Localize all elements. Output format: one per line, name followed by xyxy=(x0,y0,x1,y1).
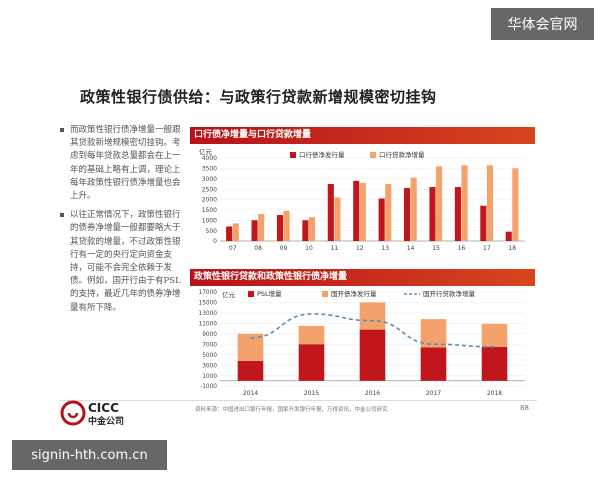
x-tick-label: 09 xyxy=(280,245,288,252)
x-tick-label: 14 xyxy=(407,245,415,252)
bar-bond xyxy=(302,220,309,241)
x-tick-label: 2015 xyxy=(304,390,319,397)
x-tick-label: 18 xyxy=(508,245,516,252)
legend-label: 国开行贷款净增量 xyxy=(423,289,476,298)
bar-bond xyxy=(404,188,411,241)
y-tick-label: 3500 xyxy=(202,166,217,173)
bar-loan xyxy=(258,214,265,241)
bar-bond xyxy=(226,226,233,241)
bar-bond xyxy=(353,180,360,241)
y-tick-label: 15000 xyxy=(199,301,218,307)
chart1-title: 口行债净增量与口行贷款增量 xyxy=(190,127,535,144)
y-tick-label: 500 xyxy=(206,228,218,235)
y-tick-label: 3000 xyxy=(202,363,217,369)
x-tick-label: 2016 xyxy=(365,390,380,397)
bar-cdb-bond xyxy=(420,319,447,348)
y-tick-label: 9000 xyxy=(202,332,217,338)
bar-loan xyxy=(461,165,468,241)
source-note: 资料来源：中国进出口银行年报，国家开发银行年报，万得资讯，中金公司研究 xyxy=(195,407,388,413)
x-tick-label: 07 xyxy=(229,245,237,252)
bar-loan xyxy=(308,217,316,241)
bar-psl xyxy=(359,329,386,381)
legend-swatch xyxy=(248,291,254,297)
bullet-list: 而政策性银行债净增量一般跟其贷款新增规模密切挂钩。考虑到每年贷款总量都会在上一年… xyxy=(60,124,182,321)
page-number: 88 xyxy=(520,404,529,412)
y-tick-label: 0 xyxy=(213,238,217,245)
x-tick-label: 11 xyxy=(331,245,339,252)
bar-bond xyxy=(429,187,436,241)
y-tick-label: 2000 xyxy=(202,197,217,204)
legend-label: 口行贷款净增量 xyxy=(379,150,425,159)
y-axis-unit: 亿元 xyxy=(222,290,236,299)
footer-divider xyxy=(60,400,537,401)
bar-psl xyxy=(237,360,264,381)
slide-title: 政策性银行债供给：与政策行贷款新增规模密切挂钩 xyxy=(80,88,437,106)
watermark-bottom: signin-hth.com.cn xyxy=(12,440,167,470)
y-tick-label: 1000 xyxy=(202,217,217,224)
bar-psl xyxy=(481,346,508,381)
bar-bond xyxy=(480,205,487,241)
bar-loan xyxy=(410,177,417,241)
logo-text-en: CICC xyxy=(88,401,119,415)
cicc-logo-icon xyxy=(60,400,86,426)
y-tick-label: 1000 xyxy=(202,374,217,380)
bar-loan xyxy=(486,165,493,241)
bar-cdb-bond xyxy=(359,302,386,330)
bar-cdb-bond xyxy=(481,323,508,347)
y-tick-label: 11000 xyxy=(199,322,218,328)
bar-bond xyxy=(505,231,512,241)
legend-swatch xyxy=(322,291,328,297)
legend-swatch xyxy=(290,152,296,158)
y-tick-label: 7000 xyxy=(202,342,217,348)
line-cdb-loan xyxy=(250,313,495,348)
x-tick-label: 10 xyxy=(305,245,313,252)
legend-swatch xyxy=(370,152,376,158)
x-tick-label: 08 xyxy=(254,245,262,252)
chart2-svg: 亿元 -1000 1000 3000 5000 7000 9000 11000 13000 150… xyxy=(199,289,525,397)
x-tick-label: 12 xyxy=(356,245,364,252)
watermark-top: 华体会官网 xyxy=(491,8,594,40)
x-tick-label: 13 xyxy=(381,245,389,252)
chart1-svg: 亿元 0 500 1000 1500 2000 2500 3000 3500 4000 07 08 09… xyxy=(199,147,525,252)
y-tick-label: 2500 xyxy=(202,186,217,193)
x-tick-label: 15 xyxy=(432,245,440,252)
bar-bond xyxy=(454,187,461,241)
x-tick-label: 2018 xyxy=(487,390,502,397)
y-tick-label: 1500 xyxy=(202,207,217,214)
y-tick-label: 17000 xyxy=(199,290,218,296)
bullet-item: 而政策性银行债净增量一般跟其贷款新增规模密切挂钩。考虑到每年贷款总量都会在上一年… xyxy=(60,124,182,203)
y-tick-label: 3000 xyxy=(202,176,217,183)
x-tick-label: 17 xyxy=(483,245,491,252)
bar-loan xyxy=(232,223,239,241)
bar-loan xyxy=(359,182,366,241)
x-tick-label: 2014 xyxy=(243,390,258,397)
y-tick-label: 5000 xyxy=(202,353,217,359)
y-tick-label: -1000 xyxy=(200,384,217,390)
bar-loan xyxy=(334,197,341,241)
y-axis-unit: 亿元 xyxy=(199,147,213,156)
bar-bond xyxy=(276,215,284,241)
bar-loan xyxy=(436,166,443,241)
bar-psl xyxy=(420,347,447,381)
y-tick-label: 13000 xyxy=(199,311,218,317)
legend-label: PSL增量 xyxy=(257,289,282,298)
logo-text-cn: 中金公司 xyxy=(88,417,125,427)
bar-bond xyxy=(378,198,385,241)
bar-loan xyxy=(385,183,392,241)
bar-psl xyxy=(298,344,325,381)
y-tick-label: 4000 xyxy=(202,155,217,162)
x-tick-label: 2017 xyxy=(426,390,441,397)
legend-label: 国开债净发行量 xyxy=(331,289,377,298)
bar-loan xyxy=(283,210,290,241)
bar-bond xyxy=(327,183,334,241)
legend-label: 口行债净发行量 xyxy=(299,150,345,159)
bar-bond xyxy=(251,220,258,241)
bullet-item: 以往正常情况下，政策性银行的债券净增量一般都要略大于其贷款的增量，不过政策性银行… xyxy=(60,209,182,315)
bar-loan xyxy=(512,168,519,241)
bar-cdb-bond xyxy=(298,325,325,345)
chart2-title: 政策性银行贷款和政策性银行债净增量 xyxy=(190,269,535,286)
x-tick-label: 16 xyxy=(458,245,466,252)
